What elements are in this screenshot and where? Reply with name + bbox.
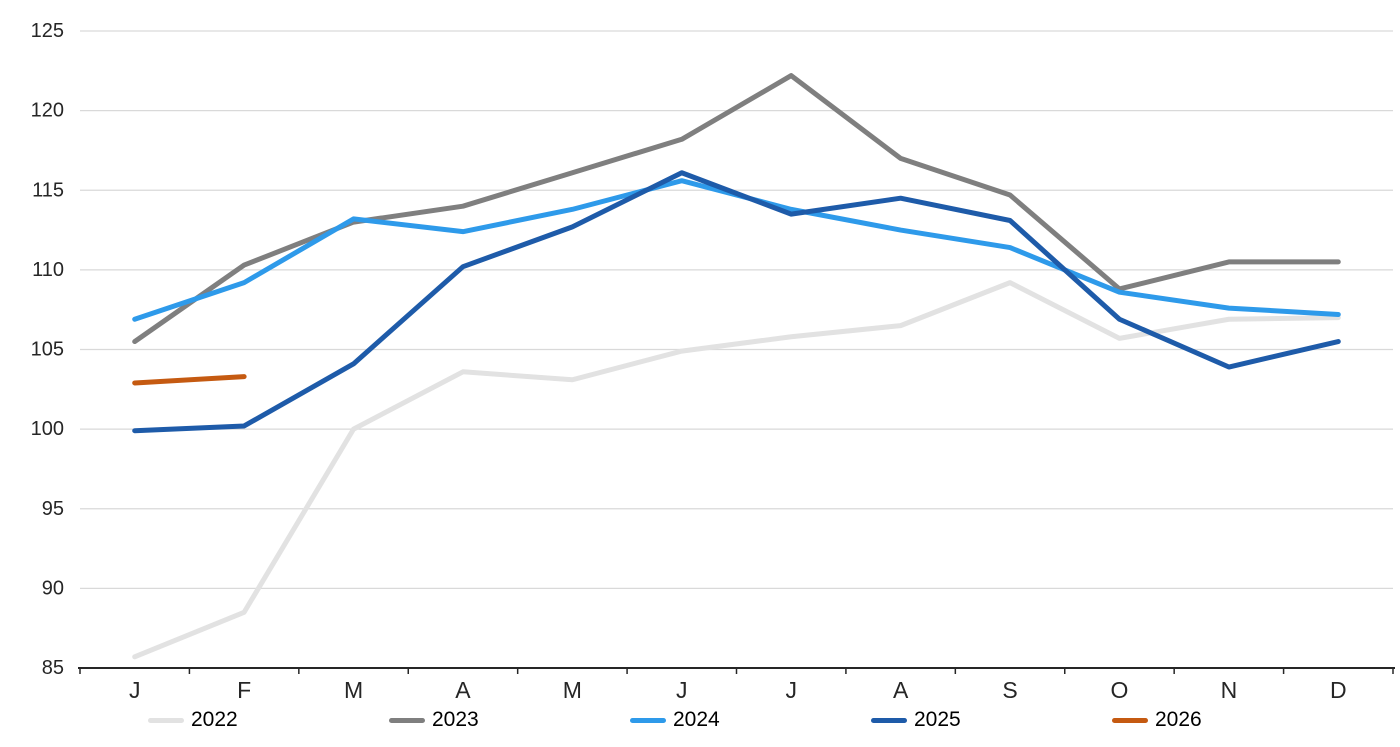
legend-item-2024[interactable]: 2024: [630, 707, 720, 733]
x-axis-label-11: D: [1330, 677, 1347, 703]
series-line-2025: [132, 170, 1341, 434]
y-axis-label-115: 115: [32, 179, 64, 201]
y-axis-label-125: 125: [31, 20, 64, 42]
x-axis-label-3: A: [455, 677, 471, 703]
x-axis-label-9: O: [1111, 677, 1129, 703]
legend-swatch-2022: [148, 717, 184, 723]
legend-item-2025[interactable]: 2025: [871, 707, 961, 733]
y-axis-label-100: 100: [31, 418, 64, 440]
legend-swatch-2026: [1112, 717, 1148, 723]
x-axis-label-0: J: [129, 677, 141, 703]
x-axis-label-2: M: [344, 677, 363, 703]
legend-swatch-2023: [389, 717, 425, 723]
legend-item-2023[interactable]: 2023: [389, 707, 479, 733]
legend-item-2022[interactable]: 2022: [148, 707, 238, 733]
series-line-2026: [132, 374, 247, 386]
legend-label-2023: 2023: [432, 708, 479, 731]
legend-label-2022: 2022: [191, 708, 238, 731]
x-axis-label-8: S: [1002, 677, 1017, 703]
y-axis-label-90: 90: [42, 577, 64, 599]
legend-label-2024: 2024: [673, 708, 720, 731]
x-axis-label-7: A: [893, 677, 909, 703]
y-axis-label-95: 95: [42, 498, 64, 520]
legend-label-2025: 2025: [914, 708, 961, 731]
y-axis-label-105: 105: [31, 339, 64, 361]
y-axis-label-85: 85: [42, 657, 64, 679]
legend-label-2026: 2026: [1155, 708, 1202, 731]
legend-swatch-2025: [871, 717, 907, 723]
x-axis-label-6: J: [785, 677, 797, 703]
x-axis-label-5: J: [676, 677, 688, 703]
x-axis-label-4: M: [563, 677, 582, 703]
series-line-2022: [132, 280, 1341, 660]
y-axis-label-110: 110: [32, 259, 64, 281]
series-line-2023: [132, 73, 1341, 345]
legend-swatch-2024: [630, 717, 666, 723]
series-line-2024: [132, 178, 1341, 322]
x-axis-label-1: F: [237, 677, 251, 703]
y-axis-label-120: 120: [31, 100, 64, 122]
x-axis-label-10: N: [1221, 677, 1238, 703]
legend-item-2026[interactable]: 2026: [1112, 707, 1202, 733]
